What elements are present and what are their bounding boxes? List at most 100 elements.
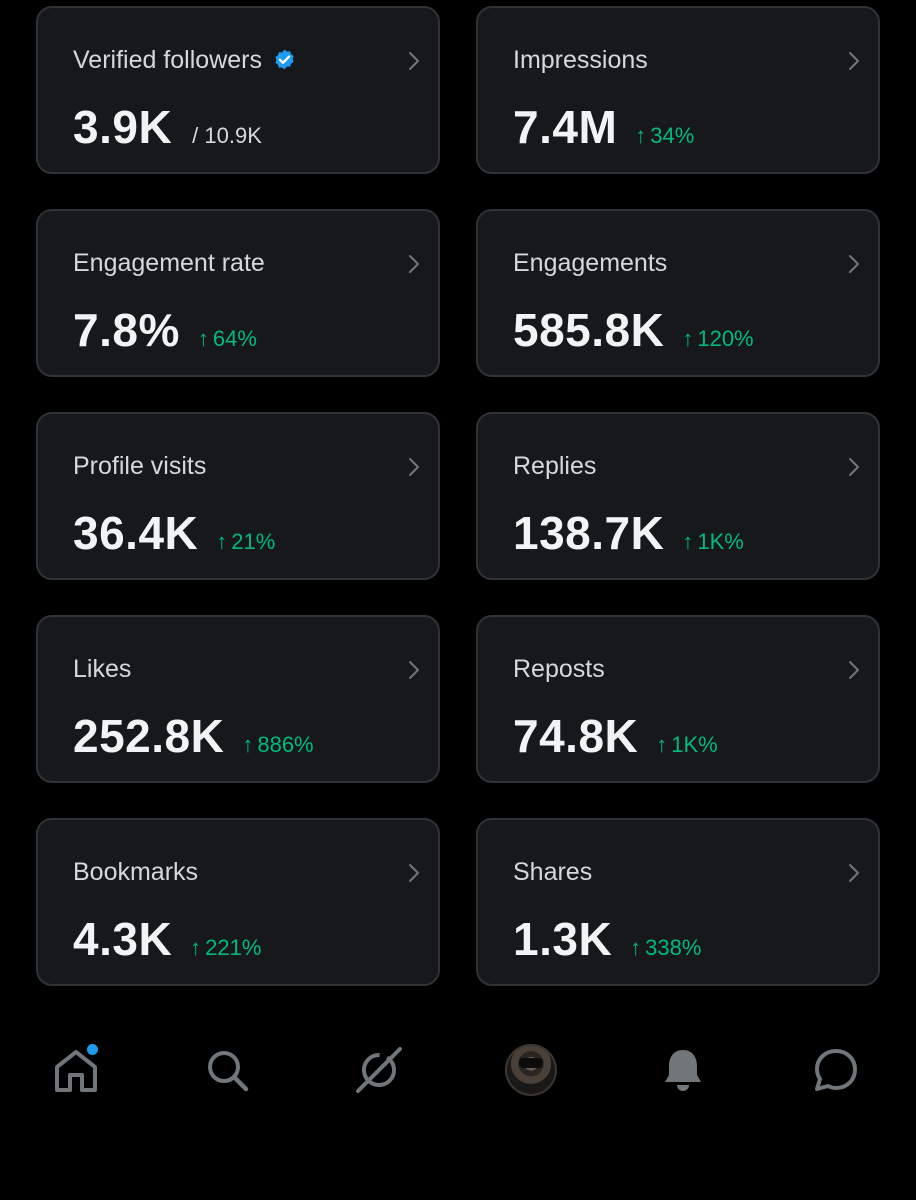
nav-search[interactable] [199, 1042, 255, 1098]
card-likes[interactable]: Likes 252.8K ↑ 886% [36, 615, 440, 783]
messages-icon [815, 1049, 857, 1091]
notifications-icon [665, 1050, 701, 1091]
chevron-right-icon [409, 661, 419, 679]
card-verified-followers[interactable]: Verified followers 3.9K / 10.9K [36, 6, 440, 174]
card-engagements[interactable]: Engagements 585.8K ↑ 120% [476, 209, 880, 377]
chevron-right-icon [409, 864, 419, 882]
card-change: ↑ 1K% [656, 732, 717, 758]
card-total: / 10.9K [192, 123, 262, 148]
card-change-value: 34% [650, 123, 695, 148]
card-value: 4.3K [73, 913, 173, 965]
card-title-text: Impressions [513, 46, 648, 74]
card-value-row: 7.4M ↑ 34% [513, 100, 694, 154]
bottom-nav [0, 1030, 916, 1120]
card-title: Reposts [513, 655, 605, 684]
card-title: Bookmarks [73, 858, 198, 887]
card-change: ↑ 221% [190, 935, 261, 961]
card-profile-visits[interactable]: Profile visits 36.4K ↑ 21% [36, 412, 440, 580]
card-title: Engagements [513, 249, 667, 278]
card-shares[interactable]: Shares 1.3K ↑ 338% [476, 818, 880, 986]
card-title: Impressions [513, 46, 648, 75]
card-reposts[interactable]: Reposts 74.8K ↑ 1K% [476, 615, 880, 783]
card-title-text: Engagement rate [73, 249, 265, 277]
chevron-right-icon [849, 661, 859, 679]
card-value: 138.7K [513, 507, 665, 559]
search-icon [208, 1051, 249, 1092]
card-title-text: Reposts [513, 655, 605, 683]
card-title-text: Shares [513, 858, 593, 886]
notification-dot [87, 1044, 98, 1055]
verified-badge-icon [275, 49, 294, 70]
card-value: 1.3K [513, 913, 613, 965]
card-title: Likes [73, 655, 131, 684]
card-value: 3.9K [73, 101, 173, 153]
card-value-row: 138.7K ↑ 1K% [513, 506, 744, 560]
card-value-row: 74.8K ↑ 1K% [513, 709, 718, 763]
card-change-value: 1K% [697, 529, 744, 554]
chevron-right-icon [409, 255, 419, 273]
card-title: Shares [513, 858, 592, 887]
card-engagement-rate[interactable]: Engagement rate 7.8% ↑ 64% [36, 209, 440, 377]
chevron-right-icon [849, 864, 859, 882]
card-value-row: 4.3K ↑ 221% [73, 912, 261, 966]
card-title-text: Likes [73, 655, 132, 683]
chevron-right-icon [849, 52, 859, 70]
card-change-value: 338% [645, 935, 702, 960]
nav-profile[interactable] [503, 1042, 559, 1098]
card-change: ↑ 886% [242, 732, 313, 758]
card-value: 7.4M [513, 101, 618, 153]
arrow-up-icon: ↑ [682, 529, 694, 554]
card-change: ↑ 34% [635, 123, 694, 149]
nav-notifications[interactable] [655, 1042, 711, 1098]
card-change-value: 221% [205, 935, 262, 960]
card-title: Engagement rate [73, 249, 265, 278]
home-icon [55, 1050, 97, 1092]
card-title: Verified followers [73, 46, 297, 75]
card-value-row: 3.9K / 10.9K [73, 100, 262, 154]
nav-home[interactable] [48, 1042, 104, 1098]
card-change: ↑ 338% [630, 935, 701, 961]
card-bookmarks[interactable]: Bookmarks 4.3K ↑ 221% [36, 818, 440, 986]
card-value: 74.8K [513, 710, 639, 762]
chevron-right-icon [409, 52, 419, 70]
card-impressions[interactable]: Impressions 7.4M ↑ 34% [476, 6, 880, 174]
nav-grok[interactable] [351, 1042, 407, 1098]
card-value: 7.8% [73, 304, 180, 356]
card-title-text: Bookmarks [73, 858, 199, 886]
arrow-up-icon: ↑ [216, 529, 228, 554]
arrow-up-icon: ↑ [190, 935, 202, 960]
card-value-row: 36.4K ↑ 21% [73, 506, 275, 560]
arrow-up-icon: ↑ [682, 326, 694, 351]
chevron-right-icon [409, 458, 419, 476]
arrow-up-icon: ↑ [635, 123, 647, 148]
card-title: Profile visits [73, 452, 206, 481]
card-change-value: 886% [257, 732, 314, 757]
card-replies[interactable]: Replies 138.7K ↑ 1K% [476, 412, 880, 580]
card-title-text: Verified followers [73, 46, 262, 74]
grok-icon [356, 1047, 402, 1093]
arrow-up-icon: ↑ [656, 732, 668, 757]
card-title-text: Profile visits [73, 452, 207, 480]
arrow-up-icon: ↑ [242, 732, 254, 757]
analytics-grid: Verified followers 3.9K / 10.9K Impressi… [36, 6, 880, 986]
card-title-text: Replies [513, 452, 597, 480]
card-change-value: 120% [697, 326, 754, 351]
card-title: Replies [513, 452, 596, 481]
chevron-right-icon [849, 458, 859, 476]
card-change: ↑ 120% [682, 326, 753, 352]
card-change: ↑ 21% [216, 529, 275, 555]
card-change-value: 21% [231, 529, 276, 554]
card-value-row: 585.8K ↑ 120% [513, 303, 754, 357]
avatar [505, 1044, 557, 1096]
card-value-row: 252.8K ↑ 886% [73, 709, 314, 763]
arrow-up-icon: ↑ [197, 326, 209, 351]
card-change: ↑ 64% [198, 326, 257, 352]
card-value: 36.4K [73, 507, 199, 559]
card-change: ↑ 1K% [682, 529, 743, 555]
nav-messages[interactable] [808, 1042, 864, 1098]
card-value: 585.8K [513, 304, 665, 356]
card-title-text: Engagements [513, 249, 668, 277]
card-value: 252.8K [73, 710, 225, 762]
card-change-value: 1K% [671, 732, 718, 757]
arrow-up-icon: ↑ [630, 935, 642, 960]
